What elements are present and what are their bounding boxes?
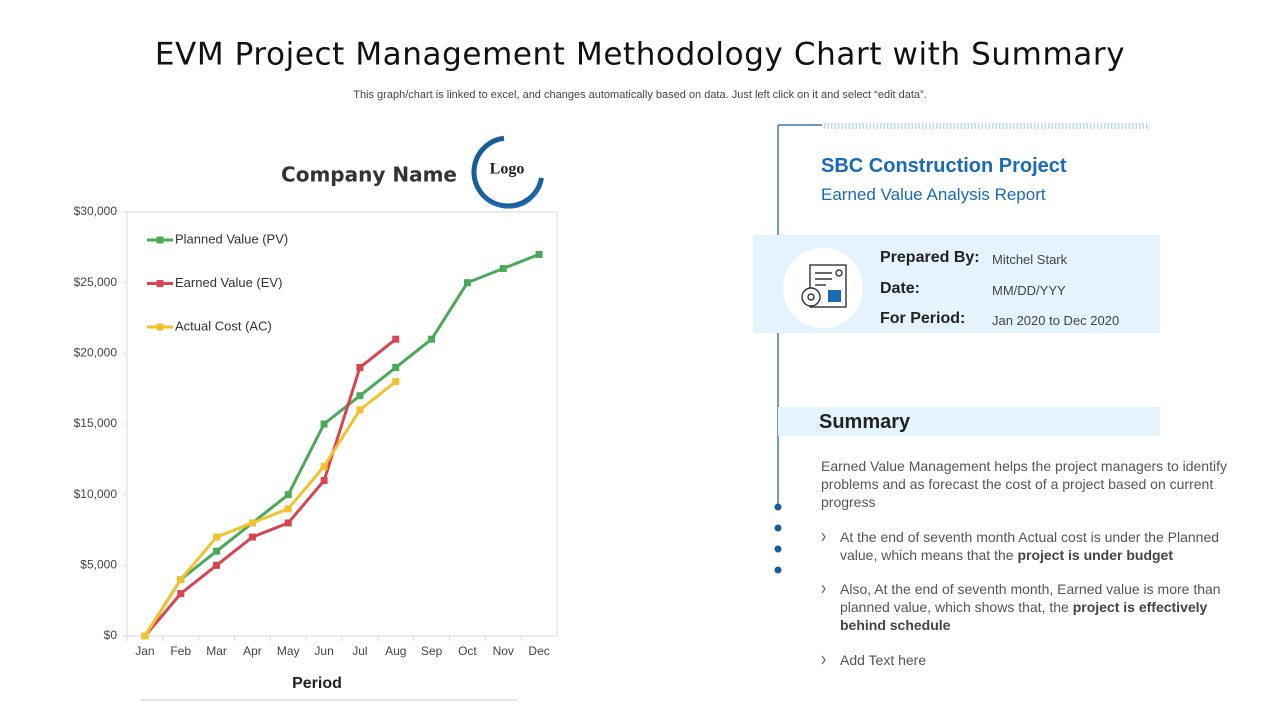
logo [471,135,545,209]
bullet: Also, At the end of seventh month, Earne… [840,580,1245,634]
x-tick-label: Jan [135,644,154,658]
point-marker [356,392,364,400]
info-value: Mitchel Stark [992,252,1068,267]
x-axis-title: Period [292,675,342,692]
bullet-text: Also, At the end of seventh month, Earne… [840,581,1221,615]
bullet-chevron [821,584,826,594]
point-marker [284,491,292,499]
y-tick-label: $15,000 [74,416,118,430]
point-marker [213,561,221,569]
x-tick-label: Mar [206,644,227,658]
point-marker [392,378,400,386]
company-name: Company Name [281,163,457,187]
info-value: MM/DD/YYY [992,282,1066,298]
legend-marker [156,236,164,244]
summary-heading: Summary [819,411,911,433]
x-tick-label: Jun [314,644,333,658]
legend-label: Actual Cost (AC) [175,318,272,333]
point-marker [356,406,364,414]
point-marker [320,477,328,485]
y-tick-label: $0 [104,628,118,642]
bullet-bold: project is under budget [1017,547,1174,563]
point-marker [284,519,292,527]
point-marker [428,335,436,343]
dot [774,503,782,511]
x-tick-label: Sep [421,644,443,658]
dot [774,524,782,532]
summary-bar [778,407,1160,436]
report-icon [801,264,847,308]
legend-label: Planned Value (PV) [175,231,288,246]
x-tick-label: Feb [170,644,191,658]
x-tick-label: Aug [385,644,406,658]
info-label: Prepared By: [880,249,980,266]
bullet-chevron [821,655,826,665]
point-marker [213,547,221,555]
series-line [143,338,397,637]
logo-text: Logo [490,161,525,178]
point-marker [356,363,364,371]
bullet: Add Text here [840,651,1245,669]
project-name: SBC Construction Project [821,155,1067,177]
y-tick-label: $20,000 [74,346,118,360]
y-tick-label: $10,000 [74,487,118,501]
bullet: At the end of seventh month Actual cost … [840,528,1245,564]
point-marker [320,462,328,470]
point-marker [392,335,400,343]
x-tick-label: Dec [528,644,549,658]
x-tick-label: Oct [458,644,477,658]
info-label: Date: [880,279,921,297]
x-tick-label: Jul [352,644,367,658]
summary-intro: Earned Value Management helps the projec… [821,458,1227,510]
info-label: For Period: [880,310,966,327]
slide-title: EVM Project Management Methodology Chart… [155,37,1125,73]
legend-label: Earned Value (EV) [175,275,282,290]
dot [774,545,782,553]
bullet-chevron [821,532,826,542]
legend-marker [156,323,164,331]
icon-circle [783,248,863,328]
point-marker [499,265,507,273]
bullet-bold: project is effectively behind schedule [840,599,1208,633]
series-line [143,253,540,637]
series-line [143,380,397,637]
point-marker [213,533,221,541]
point-marker [392,363,400,371]
slide-subtitle: This graph/chart is linked to excel, and… [353,89,927,101]
point-marker [248,519,256,527]
point-marker [463,279,471,287]
point-marker [248,533,256,541]
x-tick-label: Apr [243,644,262,658]
bullet-text: At the end of seventh month Actual cost … [840,529,1220,563]
point-marker [284,505,292,513]
point-marker [177,575,185,583]
y-tick-label: $5,000 [80,558,117,572]
dot [774,566,782,574]
y-tick-label: $30,000 [74,204,118,218]
bullet-text: Add Text here [840,652,927,668]
point-marker [141,632,149,640]
point-marker [535,250,543,258]
point-marker [177,590,185,598]
legend-marker [156,280,164,287]
x-tick-label: Nov [493,644,514,658]
point-marker [320,420,328,428]
info-value: Jan 2020 to Dec 2020 [992,313,1120,328]
report-name: Earned Value Analysis Report [821,185,1046,204]
y-tick-label: $25,000 [74,275,118,289]
x-tick-label: May [277,644,300,658]
